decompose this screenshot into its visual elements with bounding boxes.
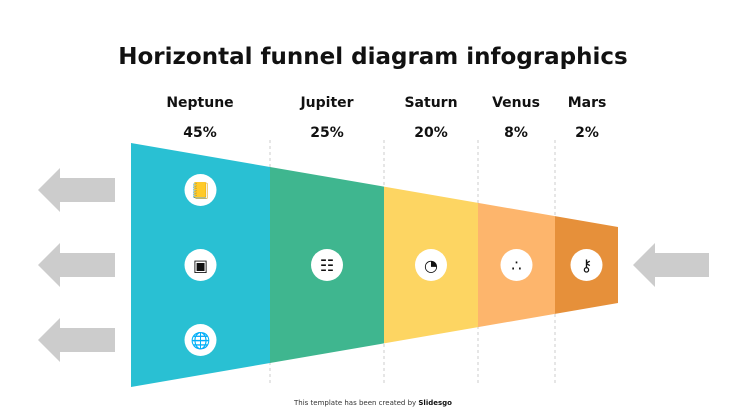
funnel-segment-mars: ⚷ — [555, 216, 618, 314]
svg-text:▣: ▣ — [193, 256, 208, 275]
svg-text:⚷: ⚷ — [581, 256, 593, 275]
chat-bubbles-icon: ☷ — [311, 249, 343, 281]
arrows — [38, 168, 709, 362]
stage-percent: 25% — [310, 125, 344, 141]
arrow-left-icon — [38, 243, 115, 287]
funnel-segment-venus: ∴ — [478, 202, 555, 328]
stage-labels: Neptune 45% Jupiter 25% Saturn 20% Venus 8% Mars… — [166, 95, 606, 141]
svg-text:🌐: 🌐 — [191, 331, 211, 350]
hierarchy-icon: ∴ — [500, 249, 533, 281]
funnel-segment-saturn: ◔ — [384, 186, 478, 344]
footer-text: This template has been created by — [293, 399, 418, 407]
arrow-left-icon — [38, 168, 115, 212]
stage-percent: 20% — [414, 125, 448, 141]
funnel-segment-jupiter: ☷ — [270, 166, 384, 364]
footer-brand: Slidesgo — [418, 399, 452, 407]
svg-text:📒: 📒 — [191, 181, 211, 200]
footer-credit: This template has been created by Slides… — [293, 399, 452, 407]
key-icon: ⚷ — [570, 249, 603, 281]
page-title: Horizontal funnel diagram infographics — [118, 44, 627, 70]
stage-percent: 8% — [504, 125, 528, 141]
stage-name: Neptune — [166, 95, 233, 111]
person-clock-icon: ◔ — [415, 249, 447, 281]
globe-location-icon: 🌐 — [184, 324, 217, 356]
stage-name: Mars — [568, 95, 607, 111]
calendar-icon: ▣ — [184, 249, 217, 281]
svg-text:∴: ∴ — [511, 256, 521, 275]
stage-percent: 2% — [575, 125, 599, 141]
stage-percent: 45% — [183, 125, 217, 141]
svg-text:◔: ◔ — [424, 256, 438, 275]
funnel: 📒 ▣ 🌐 ☷ ◔ ∴ ⚷ — [131, 143, 618, 387]
stage-name: Saturn — [404, 95, 457, 111]
arrow-left-icon — [38, 318, 115, 362]
funnel-segment-neptune: 📒 ▣ 🌐 — [131, 143, 270, 387]
arrow-left-icon — [633, 243, 709, 287]
svg-text:☷: ☷ — [320, 256, 334, 275]
stage-name: Venus — [492, 95, 540, 111]
stage-name: Jupiter — [299, 95, 353, 111]
contact-book-icon: 📒 — [184, 174, 217, 206]
